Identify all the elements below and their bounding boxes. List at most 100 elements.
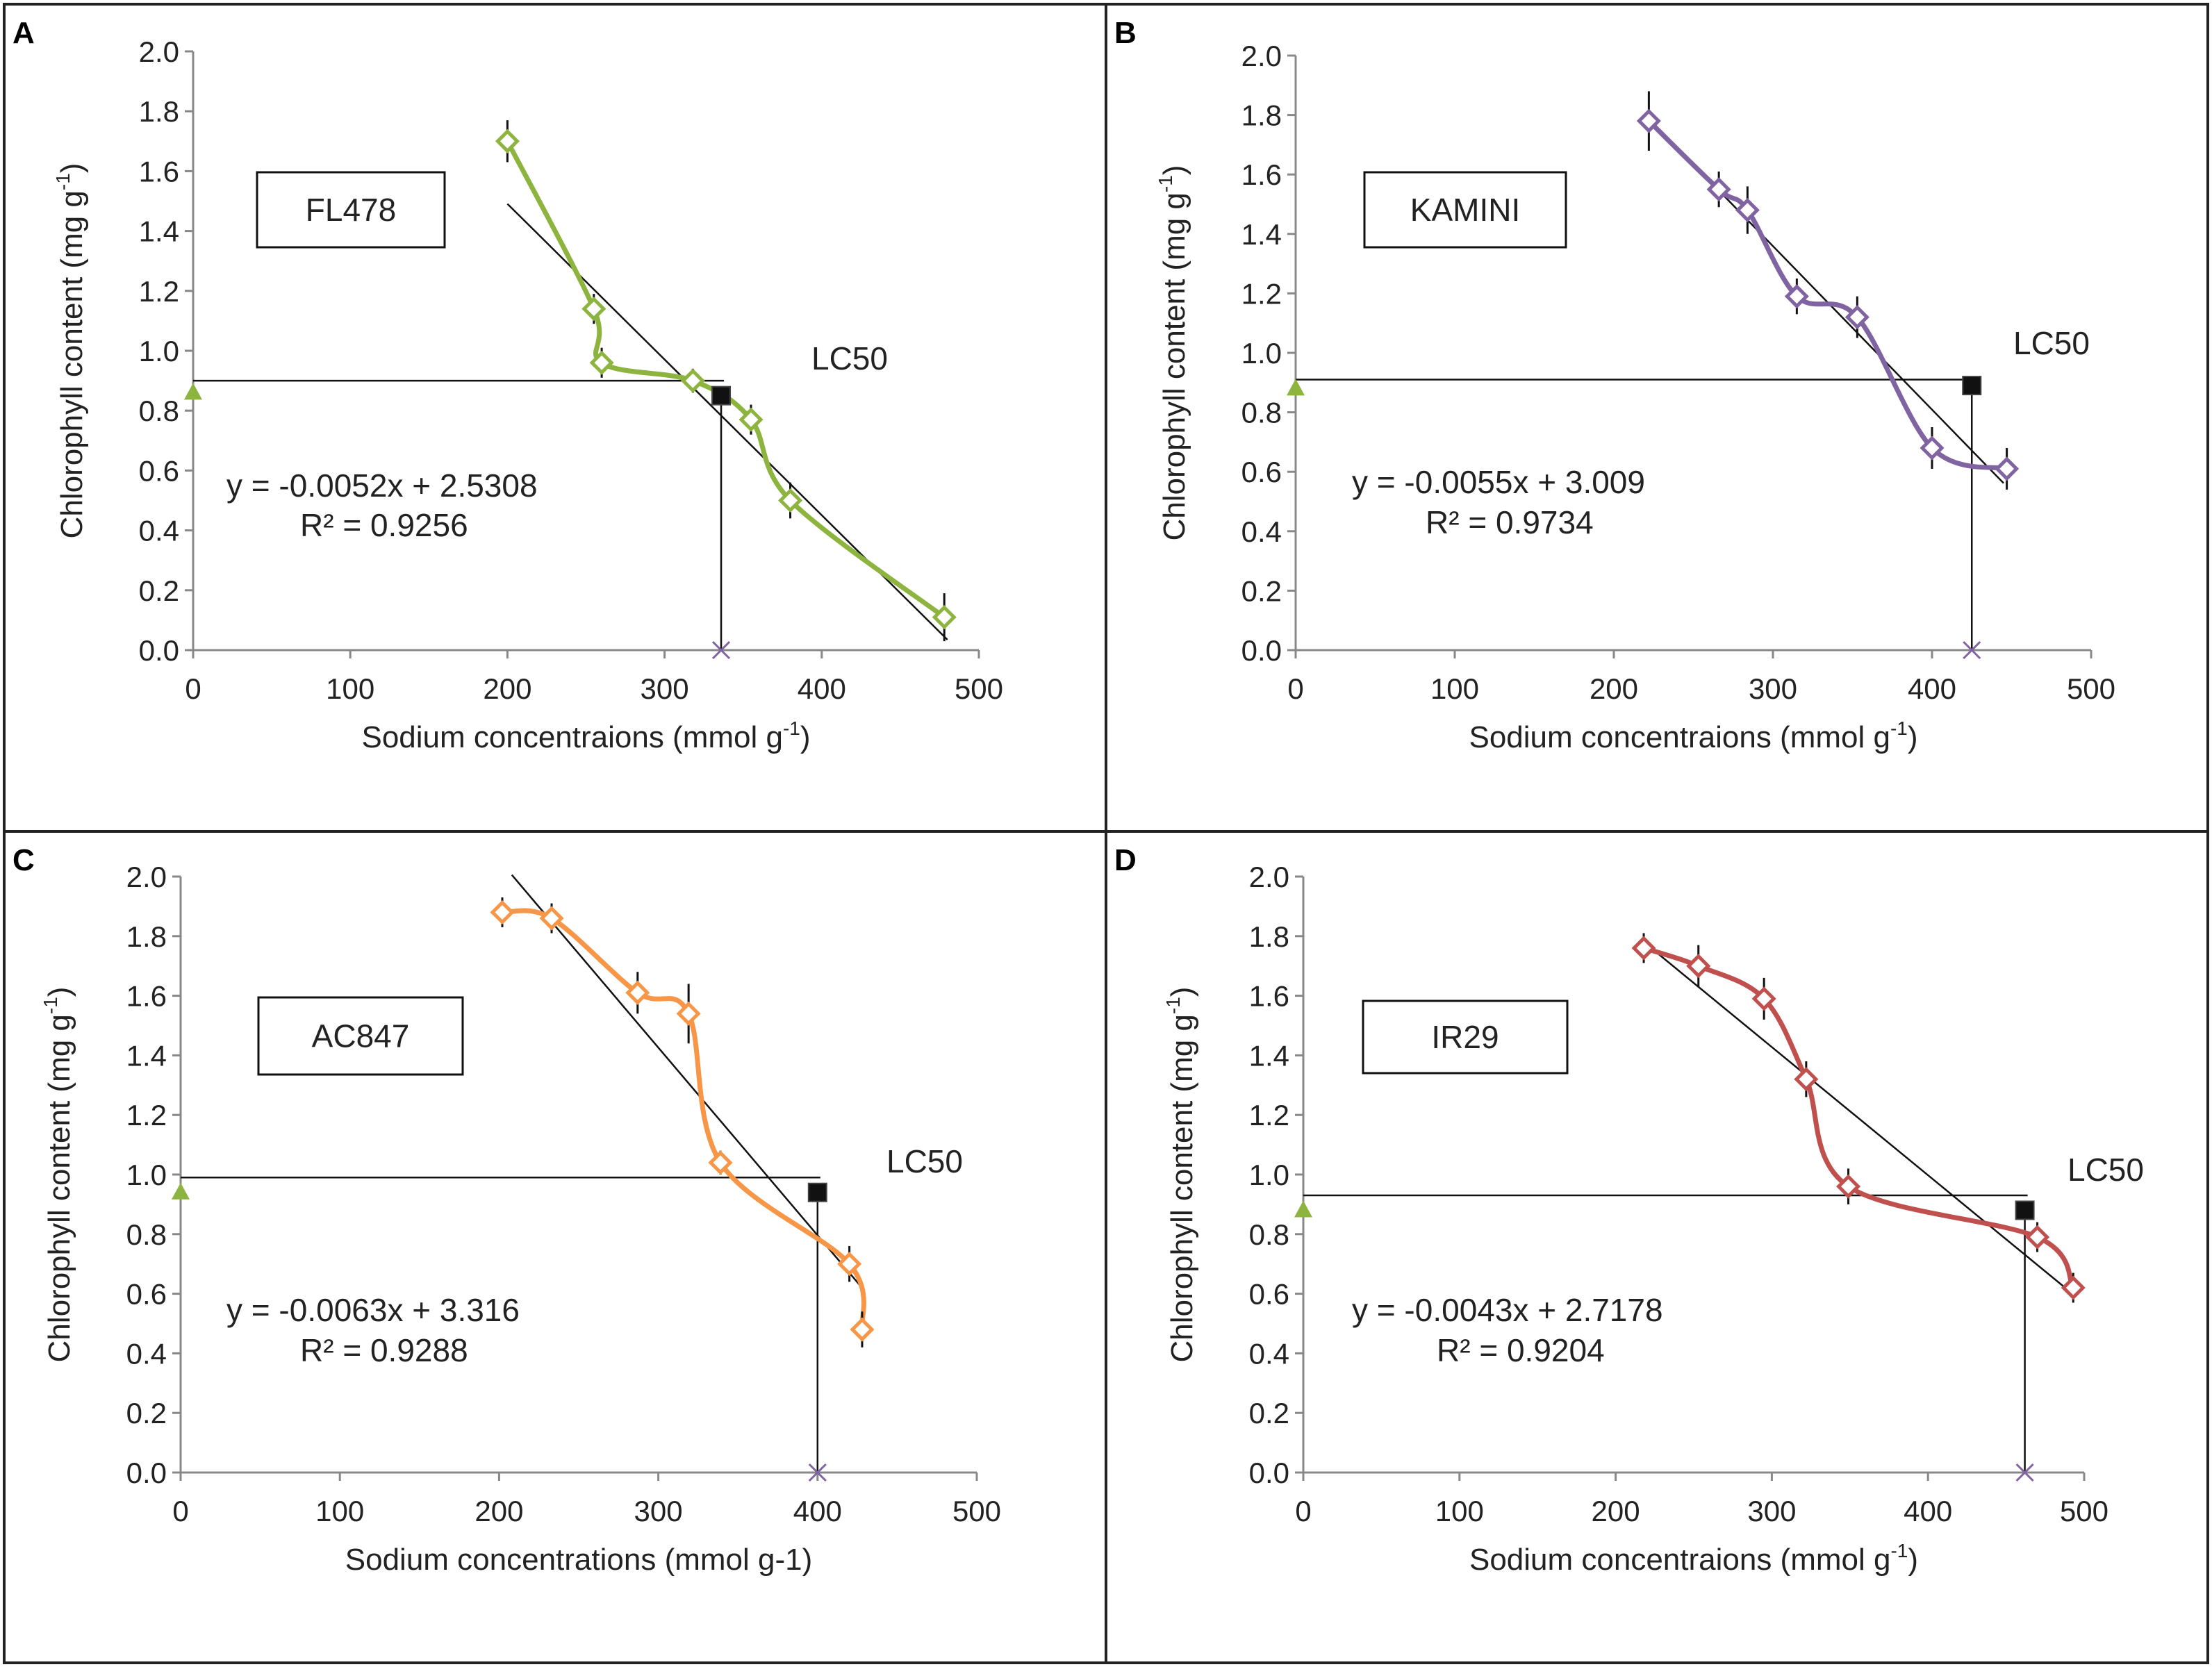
panel-label: B bbox=[1114, 16, 1137, 50]
x-tick-label: 400 bbox=[798, 672, 846, 705]
x-axis-title-main: Sodium concentraions (mmol g bbox=[1469, 720, 1890, 754]
y-axis-title-sup: -1 bbox=[40, 997, 61, 1014]
y-tick-label: 1.6 bbox=[1241, 158, 1282, 191]
data-point-diamond bbox=[589, 350, 614, 375]
data-point-diamond bbox=[625, 980, 650, 1005]
y-tick-label: 0.6 bbox=[1241, 456, 1282, 488]
data-point-diamond bbox=[2061, 1275, 2086, 1300]
y-axis-title-sup: -1 bbox=[1155, 175, 1176, 192]
y-tick-label: 0.4 bbox=[126, 1337, 167, 1370]
y-tick-label: 1.4 bbox=[1249, 1039, 1289, 1072]
lc50-point-marker bbox=[711, 385, 732, 406]
y-tick-label: 1.8 bbox=[139, 95, 179, 128]
x-tick-label: 300 bbox=[1749, 672, 1797, 705]
y-tick-label: 0.6 bbox=[126, 1278, 167, 1311]
data-point-diamond bbox=[1794, 1067, 1819, 1092]
x-axis-cross-marker bbox=[711, 640, 731, 660]
y-tick-label: 0.0 bbox=[139, 634, 179, 667]
y-tick-label: 1.0 bbox=[126, 1159, 167, 1191]
x-tick-label: 0 bbox=[185, 672, 201, 705]
linear-trendline bbox=[511, 874, 863, 1289]
y-tick-label: 0.2 bbox=[1249, 1397, 1289, 1429]
data-point-diamond bbox=[1836, 1174, 1861, 1199]
y-tick-label: 1.2 bbox=[126, 1099, 167, 1131]
y-tick-label: 0.8 bbox=[126, 1218, 167, 1251]
y-tick-label: 2.0 bbox=[139, 35, 179, 68]
y-axis-title-sup: -1 bbox=[1162, 997, 1184, 1014]
cultivar-label: IR29 bbox=[1431, 1019, 1499, 1055]
y-tick-label: 1.8 bbox=[126, 920, 167, 953]
y-tick-label: 1.0 bbox=[1249, 1159, 1289, 1191]
x-axis-cross-marker bbox=[1963, 640, 1981, 660]
x-tick-label: 100 bbox=[1430, 672, 1479, 705]
regression-equation: y = -0.0052x + 2.5308 bbox=[226, 467, 538, 504]
y-tick-label: 2.0 bbox=[126, 861, 167, 893]
y-tick-label: 2.0 bbox=[1241, 40, 1282, 72]
x-axis-cross-marker bbox=[2015, 1463, 2034, 1482]
data-point-diamond bbox=[932, 605, 957, 630]
x-axis-title: Sodium concentrations (mmol g-1) bbox=[345, 1543, 813, 1577]
data-point-diamond bbox=[1751, 986, 1776, 1011]
data-point-diamond bbox=[837, 1252, 862, 1277]
y-tick-label: 1.4 bbox=[139, 215, 179, 248]
x-axis-cross-marker bbox=[808, 1463, 827, 1482]
y-tick-label: 0.4 bbox=[1249, 1337, 1289, 1370]
y-axis-title-main: Chlorophyll content (mg g bbox=[1157, 192, 1191, 540]
data-point-diamond bbox=[1735, 198, 1760, 223]
cultivar-label: KAMINI bbox=[1410, 192, 1520, 228]
data-point-diamond bbox=[850, 1317, 875, 1342]
linear-trendline bbox=[1643, 941, 2074, 1295]
y-axis-title: Chlorophyll content (mg g-1) bbox=[1155, 165, 1191, 541]
x-tick-label: 100 bbox=[1435, 1495, 1484, 1527]
lc50-label: LC50 bbox=[886, 1143, 963, 1179]
y-tick-label: 1.8 bbox=[1249, 920, 1289, 953]
y-axis-title: Chlorophyll content (mg g-1) bbox=[40, 987, 76, 1363]
y-tick-label: 1.2 bbox=[1249, 1099, 1289, 1131]
data-point-diamond bbox=[1995, 456, 2020, 481]
y-axis-title-end: ) bbox=[55, 163, 89, 174]
data-point-diamond bbox=[738, 407, 764, 432]
y-axis-title: Chlorophyll content (mg g-1) bbox=[1162, 987, 1199, 1363]
data-point-diamond bbox=[539, 906, 564, 931]
data-point-diamond bbox=[2025, 1225, 2050, 1250]
x-tick-label: 500 bbox=[952, 1495, 1001, 1527]
chart-panel-b: B 0.0 0.2 0.4 0.6 0.8 1.0 1.2 1.4 1.6 1.8 2.0 0 100 20… bbox=[1105, 3, 2209, 833]
x-axis-title-main: Sodium concentrations bbox=[345, 1543, 657, 1577]
r-squared: R² = 0.9256 bbox=[300, 507, 468, 543]
y-tick-label: 0.2 bbox=[1241, 574, 1282, 607]
x-axis-title-main: Sodium concentraions (mmol g bbox=[1469, 1543, 1890, 1577]
y-tick-label: 0.6 bbox=[139, 454, 179, 487]
r-squared: R² = 0.9204 bbox=[1437, 1332, 1605, 1368]
panel-label: A bbox=[13, 16, 35, 50]
x-tick-label: 400 bbox=[1908, 672, 1956, 705]
y-axis-title-end: ) bbox=[1157, 165, 1191, 176]
x-axis-title-end: ) bbox=[800, 720, 811, 754]
data-point-diamond bbox=[1844, 305, 1870, 330]
y-axis-triangle-marker bbox=[172, 1182, 190, 1200]
cultivar-label-box bbox=[1363, 171, 1567, 249]
y-axis-title-main: Chlorophyll content (mg g bbox=[1165, 1014, 1199, 1362]
y-tick-label: 0.0 bbox=[1241, 634, 1282, 667]
x-tick-label: 200 bbox=[1590, 672, 1638, 705]
x-tick-label: 0 bbox=[1295, 1495, 1311, 1527]
lc50-point-marker bbox=[1962, 376, 1982, 396]
data-point-diamond bbox=[1631, 936, 1656, 961]
y-tick-label: 1.0 bbox=[139, 335, 179, 367]
y-tick-label: 1.4 bbox=[1241, 218, 1282, 251]
y-axis-title-main: Chlorophyll content (mg g bbox=[55, 190, 89, 538]
regression-equation: y = -0.0063x + 3.316 bbox=[226, 1292, 520, 1328]
y-tick-label: 1.6 bbox=[139, 155, 179, 188]
x-tick-label: 0 bbox=[1287, 672, 1303, 705]
chart-panel-c: C 0.0 0.2 0.4 0.6 0.8 1.0 1.2 1.4 1.6 1.8 2.0 0 100 20… bbox=[3, 830, 1107, 1664]
data-point-diamond bbox=[1636, 108, 1661, 133]
y-tick-label: 1.2 bbox=[1241, 277, 1282, 310]
lc50-label: LC50 bbox=[811, 340, 888, 376]
cultivar-label: AC847 bbox=[312, 1018, 410, 1054]
data-point-diamond bbox=[1686, 954, 1711, 979]
y-axis-triangle-marker bbox=[1287, 379, 1305, 396]
x-tick-label: 500 bbox=[2067, 672, 2115, 705]
y-tick-label: 2.0 bbox=[1249, 861, 1289, 893]
data-point-diamond bbox=[490, 899, 515, 925]
lc50-label: LC50 bbox=[2013, 325, 2090, 361]
